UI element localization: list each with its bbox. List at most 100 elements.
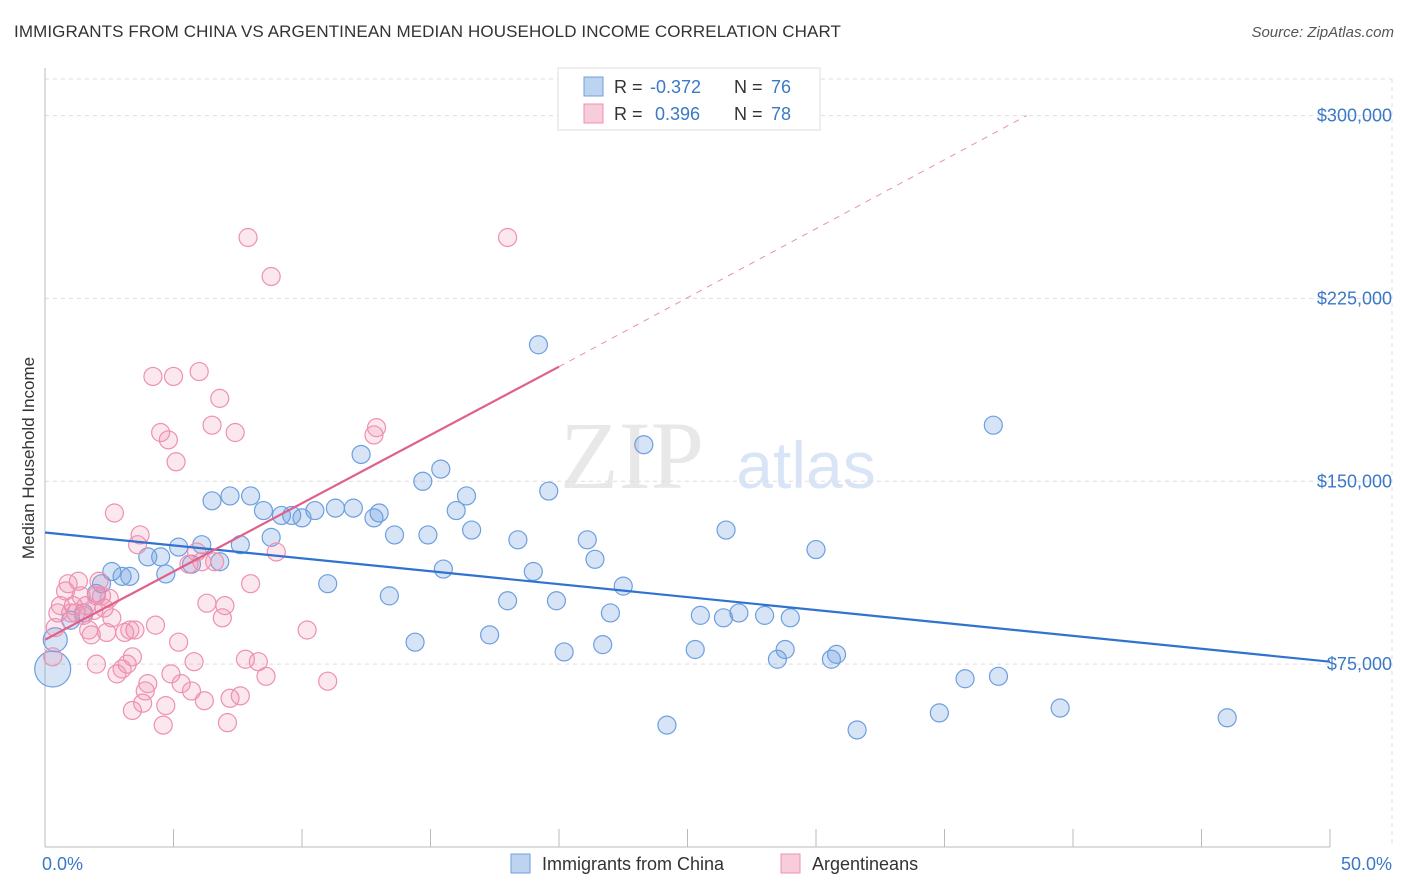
legend-box: R = -0.372 N = 76 R = 0.396 N = 78 [557,67,821,131]
point-china-49 [554,642,574,662]
point-china-28 [343,498,363,518]
point-china-39 [446,500,466,521]
point-china-19 [241,486,261,506]
point-arg-61 [230,686,250,706]
point-arg-49 [189,361,209,382]
bottom-legend-label-arg: Argentineans [812,854,918,874]
point-arg-54 [205,552,225,572]
point-china-48 [546,591,567,611]
point-china-8 [120,566,140,586]
point-china-45 [523,561,543,582]
point-china-34 [405,632,425,652]
point-china-25 [305,500,325,521]
point-china-41 [462,520,482,540]
point-china-69 [847,720,867,740]
point-arg-21 [104,503,124,523]
point-china-36 [418,525,438,545]
point-china-51 [585,549,605,569]
point-china-75 [1217,708,1237,728]
point-arg-28 [122,647,142,667]
point-arg-15 [86,654,107,674]
point-china-50 [577,530,597,550]
point-china-59 [716,520,736,540]
point-china-38 [433,559,453,579]
y-tick-label-0: $75,000 [1327,654,1392,674]
y-tick-labels: $75,000 $150,000 $225,000 $300,000 [1317,106,1392,675]
bottom-legend-label-china: Immigrants from China [542,854,725,874]
legend-r-value-china: -0.372 [650,77,701,97]
legend-n-label-china: N = [734,77,763,97]
point-china-11 [156,564,176,584]
point-arg-63 [238,227,258,248]
point-arg-42 [166,452,186,472]
series-argentineans-points [43,227,518,735]
point-arg-43 [169,632,189,652]
grid-lines [45,78,1393,847]
point-china-71 [955,669,975,689]
point-arg-26 [120,620,140,640]
point-arg-41 [163,366,184,387]
point-arg-40 [158,430,178,450]
legend-n-value-arg: 78 [771,104,791,124]
point-china-53 [600,603,621,623]
trend-line-arg-extension [558,115,1027,368]
point-china-27 [325,498,346,518]
point-china-15 [202,491,222,511]
point-china-61 [729,603,749,623]
point-china-44 [508,530,528,550]
point-arg-27 [122,700,142,721]
bottom-legend-swatch-china [510,853,531,874]
point-arg-36 [145,615,166,635]
x-tick-labels: 0.0% 50.0% [42,854,1392,874]
point-arg-73 [498,227,518,248]
watermark: ZIP atlas [560,402,876,509]
point-arg-34 [138,674,158,694]
point-china-58 [690,605,710,625]
point-arg-56 [212,608,232,628]
point-arg-17 [89,571,109,591]
point-arg-60 [225,422,245,443]
point-arg-31 [130,525,150,545]
point-arg-13 [81,625,101,645]
point-arg-75 [91,586,112,606]
point-china-37 [431,459,451,479]
point-china-74 [1050,698,1070,718]
point-china-60 [713,608,734,628]
point-china-32 [379,586,399,606]
point-arg-8 [68,571,89,591]
point-china-42 [480,625,500,645]
point-arg-46 [181,681,202,701]
legend-n-value-china: 76 [771,77,791,97]
point-arg-64 [241,574,261,594]
y-tick-label-1: $150,000 [1317,471,1392,491]
point-china-68 [826,644,847,664]
point-china-64 [775,639,795,660]
point-arg-35 [143,366,163,387]
point-arg-47 [184,652,204,672]
point-arg-39 [156,695,176,716]
point-arg-53 [202,415,222,435]
point-china-29 [351,444,371,465]
point-arg-67 [261,266,281,287]
point-china-26 [318,574,338,594]
legend-r-label-china: R = [614,77,643,97]
point-china-55 [634,435,654,455]
legend-r-label-arg: R = [614,104,643,124]
point-arg-72 [366,418,387,438]
point-china-17 [220,486,240,506]
x-tick-label-min: 0.0% [42,854,83,874]
y-tick-label-3: $300,000 [1317,106,1392,126]
point-china-62 [754,605,775,625]
chart-title: IMMIGRANTS FROM CHINA VS ARGENTINEAN MED… [14,22,842,41]
axes [44,68,1331,848]
point-arg-20 [102,608,122,628]
point-arg-77 [97,622,117,643]
trend-line-arg [44,365,560,641]
point-china-54 [613,576,633,596]
point-arg-69 [297,620,317,640]
point-arg-66 [256,666,276,686]
point-arg-51 [194,691,214,711]
point-arg-37 [151,422,171,443]
watermark-zip: ZIP [560,402,704,509]
